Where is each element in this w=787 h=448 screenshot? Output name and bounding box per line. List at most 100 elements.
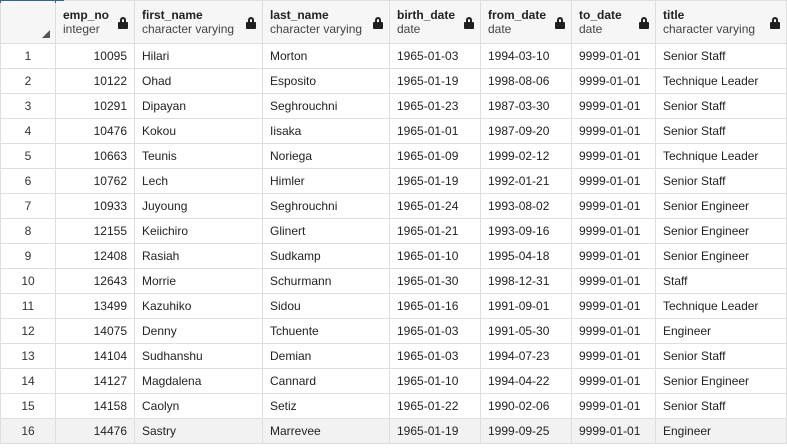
cell-first-name[interactable]: Hilari bbox=[134, 43, 263, 69]
cell-last-name[interactable]: Noriega bbox=[262, 143, 390, 169]
cell-to-date[interactable]: 9999-01-01 bbox=[571, 143, 656, 169]
cell-last-name[interactable]: Setiz bbox=[262, 393, 390, 419]
cell-from-date[interactable]: 1994-07-23 bbox=[480, 343, 572, 369]
cell-to-date[interactable]: 9999-01-01 bbox=[571, 368, 656, 394]
row-number[interactable]: 6 bbox=[0, 168, 56, 194]
cell-first-name[interactable]: Denny bbox=[134, 318, 263, 344]
table-row[interactable]: 10 12643 Morrie Schurmann 1965-01-30 1998-12-… bbox=[0, 268, 787, 294]
row-number[interactable]: 7 bbox=[0, 193, 56, 219]
cell-to-date[interactable]: 9999-01-01 bbox=[571, 168, 656, 194]
table-row[interactable]: 11 13499 Kazuhiko Sidou 1965-01-16 1991-09-01… bbox=[0, 293, 787, 319]
table-row[interactable]: 16 14476 Sastry Marrevee 1965-01-19 1999-09-2… bbox=[0, 418, 787, 444]
row-number[interactable]: 14 bbox=[0, 368, 56, 394]
column-header-birth-date[interactable]: birth_date date bbox=[389, 0, 481, 44]
cell-last-name[interactable]: Tchuente bbox=[262, 318, 390, 344]
cell-emp-no[interactable]: 10663 bbox=[55, 143, 135, 169]
cell-to-date[interactable]: 9999-01-01 bbox=[571, 243, 656, 269]
cell-first-name[interactable]: Kokou bbox=[134, 118, 263, 144]
cell-last-name[interactable]: Himler bbox=[262, 168, 390, 194]
cell-birth-date[interactable]: 1965-01-16 bbox=[389, 293, 481, 319]
cell-to-date[interactable]: 9999-01-01 bbox=[571, 118, 656, 144]
cell-first-name[interactable]: Morrie bbox=[134, 268, 263, 294]
cell-birth-date[interactable]: 1965-01-22 bbox=[389, 393, 481, 419]
cell-first-name[interactable]: Caolyn bbox=[134, 393, 263, 419]
cell-from-date[interactable]: 1994-03-10 bbox=[480, 43, 572, 69]
cell-last-name[interactable]: Demian bbox=[262, 343, 390, 369]
cell-emp-no[interactable]: 12155 bbox=[55, 218, 135, 244]
row-number[interactable]: 4 bbox=[0, 118, 56, 144]
cell-emp-no[interactable]: 10933 bbox=[55, 193, 135, 219]
table-row[interactable]: 5 10663 Teunis Noriega 1965-01-09 1999-02-12 9… bbox=[0, 143, 787, 169]
cell-emp-no[interactable]: 10476 bbox=[55, 118, 135, 144]
cell-emp-no[interactable]: 14476 bbox=[55, 418, 135, 444]
row-number[interactable]: 10 bbox=[0, 268, 56, 294]
cell-last-name[interactable]: Seghrouchni bbox=[262, 193, 390, 219]
cell-title[interactable]: Senior Engineer bbox=[655, 368, 787, 394]
cell-from-date[interactable]: 1998-12-31 bbox=[480, 268, 572, 294]
row-number[interactable]: 12 bbox=[0, 318, 56, 344]
cell-title[interactable]: Senior Staff bbox=[655, 393, 787, 419]
column-header-emp-no[interactable]: emp_no integer bbox=[55, 0, 135, 44]
cell-first-name[interactable]: Rasiah bbox=[134, 243, 263, 269]
cell-birth-date[interactable]: 1965-01-10 bbox=[389, 243, 481, 269]
cell-emp-no[interactable]: 12643 bbox=[55, 268, 135, 294]
row-number[interactable]: 9 bbox=[0, 243, 56, 269]
cell-emp-no[interactable]: 14104 bbox=[55, 343, 135, 369]
table-row[interactable]: 12 14075 Denny Tchuente 1965-01-03 1991-05-30… bbox=[0, 318, 787, 344]
cell-to-date[interactable]: 9999-01-01 bbox=[571, 293, 656, 319]
cell-last-name[interactable]: Cannard bbox=[262, 368, 390, 394]
column-header-last-name[interactable]: last_name character varying bbox=[262, 0, 390, 44]
column-header-title[interactable]: title character varying bbox=[655, 0, 787, 44]
table-row[interactable]: 1 10095 Hilari Morton 1965-01-03 1994-03-10 99… bbox=[0, 43, 787, 69]
cell-emp-no[interactable]: 14075 bbox=[55, 318, 135, 344]
cell-last-name[interactable]: Sidou bbox=[262, 293, 390, 319]
cell-last-name[interactable]: Sudkamp bbox=[262, 243, 390, 269]
cell-birth-date[interactable]: 1965-01-03 bbox=[389, 343, 481, 369]
column-header-from-date[interactable]: from_date date bbox=[480, 0, 572, 44]
row-number[interactable]: 15 bbox=[0, 393, 56, 419]
cell-title[interactable]: Senior Staff bbox=[655, 43, 787, 69]
cell-first-name[interactable]: Teunis bbox=[134, 143, 263, 169]
cell-emp-no[interactable]: 14127 bbox=[55, 368, 135, 394]
cell-from-date[interactable]: 1990-02-06 bbox=[480, 393, 572, 419]
row-number[interactable]: 16 bbox=[0, 418, 56, 444]
cell-emp-no[interactable]: 10762 bbox=[55, 168, 135, 194]
cell-to-date[interactable]: 9999-01-01 bbox=[571, 318, 656, 344]
cell-title[interactable]: Senior Engineer bbox=[655, 218, 787, 244]
cell-birth-date[interactable]: 1965-01-03 bbox=[389, 43, 481, 69]
row-number[interactable]: 1 bbox=[0, 43, 56, 69]
row-number[interactable]: 2 bbox=[0, 68, 56, 94]
cell-to-date[interactable]: 9999-01-01 bbox=[571, 93, 656, 119]
cell-from-date[interactable]: 1987-03-30 bbox=[480, 93, 572, 119]
cell-from-date[interactable]: 1998-08-06 bbox=[480, 68, 572, 94]
cell-to-date[interactable]: 9999-01-01 bbox=[571, 343, 656, 369]
cell-to-date[interactable]: 9999-01-01 bbox=[571, 43, 656, 69]
cell-first-name[interactable]: Ohad bbox=[134, 68, 263, 94]
cell-last-name[interactable]: Iisaka bbox=[262, 118, 390, 144]
select-all-corner[interactable] bbox=[0, 0, 56, 44]
cell-from-date[interactable]: 1999-02-12 bbox=[480, 143, 572, 169]
cell-first-name[interactable]: Magdalena bbox=[134, 368, 263, 394]
row-number[interactable]: 3 bbox=[0, 93, 56, 119]
cell-to-date[interactable]: 9999-01-01 bbox=[571, 418, 656, 444]
cell-to-date[interactable]: 9999-01-01 bbox=[571, 268, 656, 294]
cell-first-name[interactable]: Sudhanshu bbox=[134, 343, 263, 369]
cell-title[interactable]: Engineer bbox=[655, 418, 787, 444]
cell-from-date[interactable]: 1991-05-30 bbox=[480, 318, 572, 344]
cell-last-name[interactable]: Morton bbox=[262, 43, 390, 69]
table-row[interactable]: 8 12155 Keiichiro Glinert 1965-01-21 1993-09-… bbox=[0, 218, 787, 244]
cell-first-name[interactable]: Juyoung bbox=[134, 193, 263, 219]
cell-from-date[interactable]: 1991-09-01 bbox=[480, 293, 572, 319]
cell-last-name[interactable]: Glinert bbox=[262, 218, 390, 244]
column-header-first-name[interactable]: first_name character varying bbox=[134, 0, 263, 44]
cell-birth-date[interactable]: 1965-01-10 bbox=[389, 368, 481, 394]
cell-first-name[interactable]: Sastry bbox=[134, 418, 263, 444]
cell-from-date[interactable]: 1993-08-02 bbox=[480, 193, 572, 219]
cell-from-date[interactable]: 1995-04-18 bbox=[480, 243, 572, 269]
column-header-to-date[interactable]: to_date date bbox=[571, 0, 656, 44]
cell-last-name[interactable]: Seghrouchni bbox=[262, 93, 390, 119]
cell-birth-date[interactable]: 1965-01-21 bbox=[389, 218, 481, 244]
table-row[interactable]: 7 10933 Juyoung Seghrouchni 1965-01-24 1993-0… bbox=[0, 193, 787, 219]
table-row[interactable]: 13 14104 Sudhanshu Demian 1965-01-03 1994-07-… bbox=[0, 343, 787, 369]
cell-emp-no[interactable]: 10291 bbox=[55, 93, 135, 119]
